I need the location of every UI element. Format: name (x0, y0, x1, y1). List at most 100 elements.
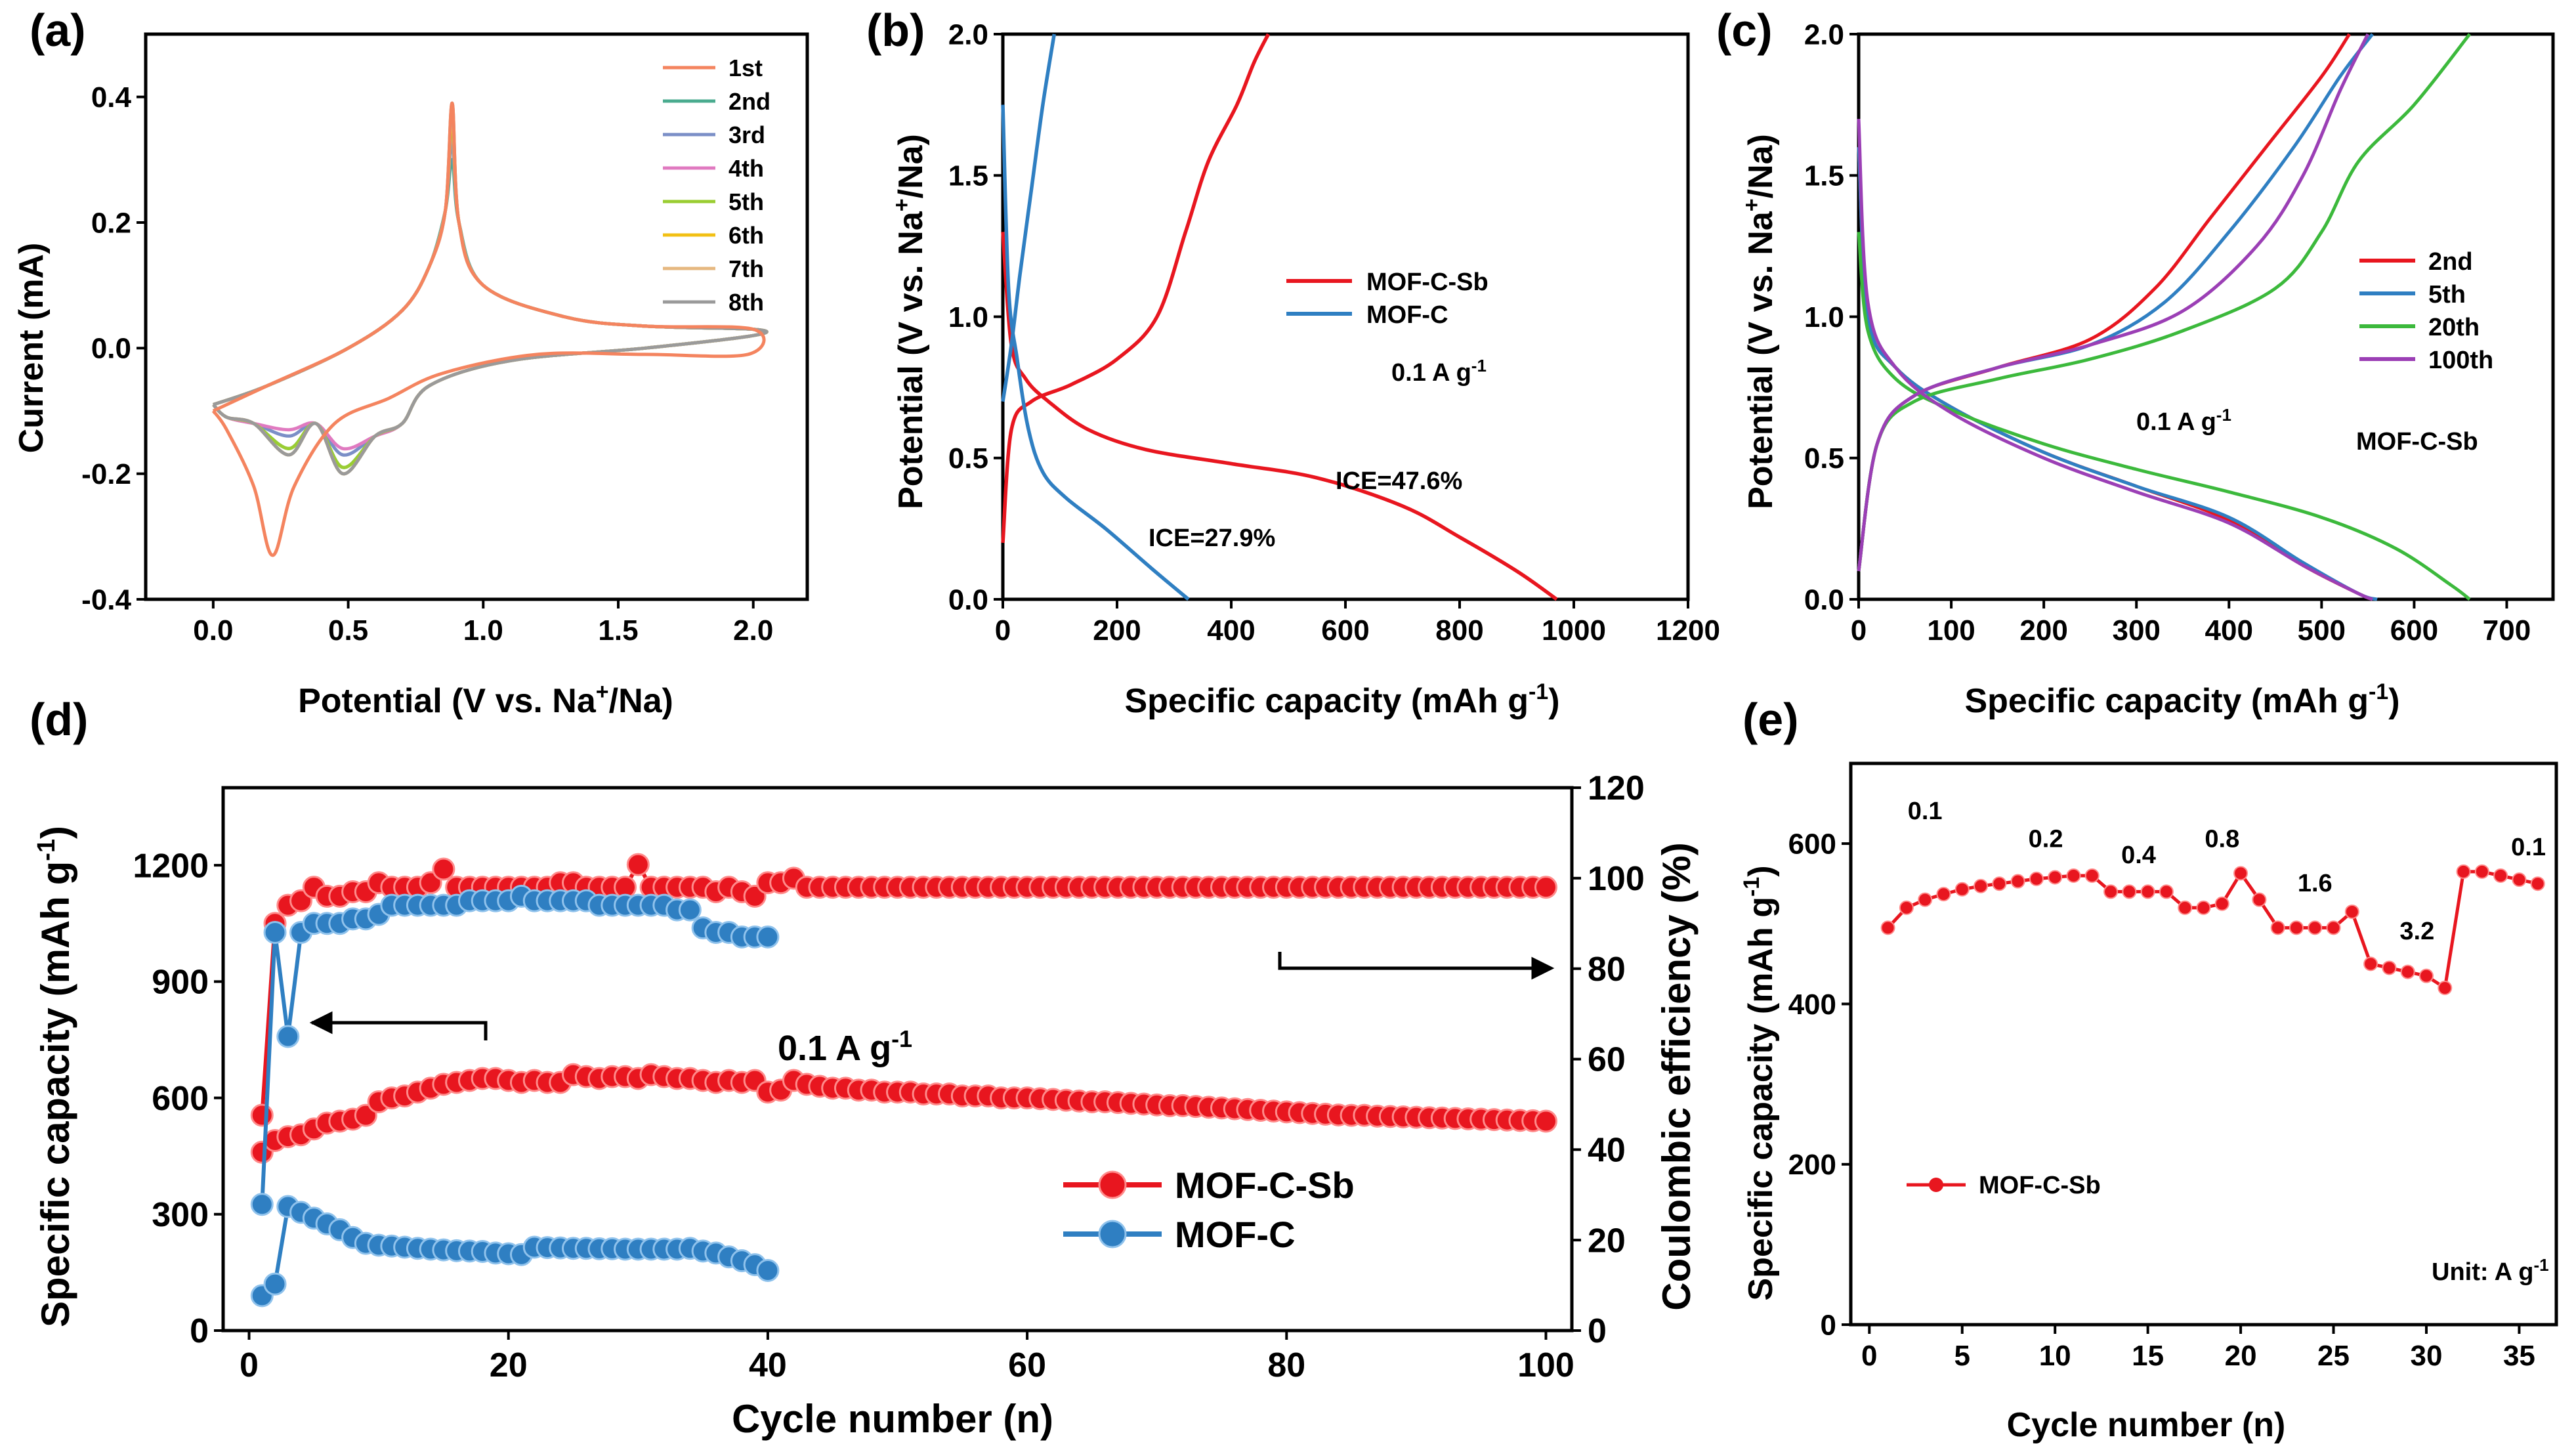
panel-a-y-tick-label: 0.2 (91, 207, 131, 239)
panel-d-y-tick-label: 0 (190, 1312, 209, 1350)
panel-e-MOF-C-Sb-point (2214, 896, 2229, 911)
panel-e-MOF-C-Sb-point (1974, 878, 1989, 893)
panel-d-legend-marker (1098, 1220, 1127, 1249)
panel-d-x-tick-label: 100 (1517, 1346, 1574, 1384)
panel-c-x-tick-label: 500 (2298, 614, 2346, 647)
panel-c-100th-discharge-curve (1857, 119, 2373, 601)
panel-e-MOF-C-Sb-point (2010, 874, 2025, 889)
panel-c-plot-area: 0 100 200 300 400 500 600 700 0.0 0.5 1.0 1.5 2.0 2nd… (1804, 18, 2555, 647)
panel-b-x-tick-label: 400 (1207, 614, 1255, 647)
panel-d-x-tick-label: 0 (240, 1346, 259, 1384)
panel-d-y2-axis-label: Coulombic efficiency (%) (1655, 842, 1699, 1310)
panel-b-rate-label: 0.1 A g-1 (1391, 356, 1487, 387)
panel-d-y-tick-label: 80 (1588, 950, 1626, 989)
panel-c-legend-label: 20th (2428, 314, 2480, 341)
panel-d-y-tick-label: 100 (1588, 860, 1645, 898)
panel-a-x-tick-label: 0.0 (193, 614, 233, 647)
panel-a-x-axis-label: Potential (V vs. Na+/Na) (298, 679, 673, 720)
panel-d-cycling-performance: (d) 0 20 40 60 80 100 0 300 600 900 1200 0 20 40 60 80 1… (30, 694, 1699, 1441)
panel-e-MOF-C-Sb-point (2438, 981, 2453, 995)
panel-b-x-tick-label: 800 (1435, 614, 1483, 647)
panel-d-MOF-C-Sb CE-point (250, 1103, 274, 1127)
panel-a-legend-label: 7th (728, 255, 764, 282)
panel-a-x-tick-label: 0.5 (328, 614, 368, 647)
panel-e-MOF-C-Sb-point (2066, 868, 2081, 883)
panel-c-5th-discharge-curve (1857, 147, 2378, 601)
panel-c-y-axis-label: Potential (V vs. Na+/Na) (1739, 134, 1780, 509)
panel-e-y-tick-label: 200 (1788, 1149, 1836, 1181)
panel-c-cycling-profiles: (c) 0 100 200 300 400 500 600 700 0.0 0.5 1.0 1.5 2.… (1716, 5, 2555, 720)
panel-e-MOF-C-Sb-point (2103, 884, 2119, 899)
panel-e-MOF-C-Sb-point (2196, 900, 2211, 915)
panel-c-y-tick-label: 0.0 (1804, 584, 1844, 616)
panel-e-MOF-C-Sb-point (2159, 884, 2174, 899)
panel-b-ice-mof-c-sb: ICE=47.6% (1336, 467, 1462, 495)
panel-c-x-tick-label: 300 (2112, 614, 2160, 647)
panel-d-arrow-right-head (1531, 956, 1555, 980)
panel-a-legend-label: 6th (728, 222, 764, 249)
panel-d-MOF-C CE-point (276, 1025, 300, 1048)
panel-d-y-tick-label: 300 (152, 1196, 209, 1234)
panel-c-x-tick-label: 200 (2019, 614, 2067, 647)
panel-b-y-tick-label: 1.0 (948, 301, 988, 333)
panel-e-MOF-C-Sb-point (2326, 920, 2341, 935)
panel-b-MOF-C-Sb-discharge-curve (1001, 232, 1558, 601)
panel-e-x-tick-label: 0 (1861, 1340, 1877, 1372)
panel-d-MOF-C-Sb CE-point (1534, 876, 1557, 899)
panel-c-y-tick-label: 1.5 (1804, 160, 1844, 192)
panel-b-MOF-C-discharge-curve (1001, 104, 1190, 601)
panel-c-label: (c) (1716, 5, 1773, 56)
panel-d-x-axis-label: Cycle number (n) (732, 1397, 1053, 1441)
panel-e-MOF-C-Sb-point (2344, 904, 2359, 919)
panel-e-x-tick-label: 25 (2317, 1340, 2350, 1372)
panel-d-y-tick-label: 20 (1588, 1222, 1626, 1260)
panel-c-y-tick-label: 1.0 (1804, 301, 1844, 333)
panel-e-plot-frame (1849, 761, 2558, 1327)
panel-c-2nd-charge-curve (1857, 33, 2351, 572)
panel-d-x-tick-label: 60 (1008, 1346, 1046, 1384)
panel-e-MOF-C-Sb-point (2233, 866, 2249, 881)
panel-e-x-tick-label: 35 (2503, 1340, 2535, 1372)
panel-b-legend-label: MOF-C-Sb (1366, 268, 1489, 296)
panel-b-y-axis-label: Potential (V vs. Na+/Na) (889, 134, 930, 509)
panel-c-2nd-discharge-curve (1857, 147, 2373, 601)
panel-e-MOF-C-Sb-point (1880, 920, 1895, 935)
panel-b-y-tick-label: 1.5 (948, 160, 988, 192)
panel-d-MOF-C CE-point (678, 898, 702, 922)
panel-c-x-tick-label: 0 (1851, 614, 1867, 647)
panel-d-arrow-left-axis (312, 1021, 488, 1040)
panel-e-MOF-C-Sb-point (2493, 868, 2508, 883)
panel-e-y-tick-label: 400 (1788, 989, 1836, 1021)
panel-a-x-tick-label: 2.0 (733, 614, 773, 647)
panel-e-MOF-C-Sb-point (2270, 920, 2285, 935)
panel-a-x-tick-label: 1.5 (598, 614, 638, 647)
panel-d-rate-label: 0.1 A g-1 (778, 1025, 912, 1068)
panel-a-y-tick-label: -0.2 (81, 458, 131, 490)
panel-a-cv-curve-1st (211, 101, 766, 557)
panel-a-cv-curve-5th (212, 120, 769, 469)
panel-a-x-tick-label: 1.0 (463, 614, 503, 647)
panel-a-y-tick-label: 0.0 (91, 333, 131, 365)
panel-d-legend-label: MOF-C (1175, 1214, 1296, 1255)
panel-e-x-tick-label: 15 (2132, 1340, 2164, 1372)
panel-b-x-tick-label: 0 (995, 614, 1011, 647)
panel-e-rate-annotation: 0.1 (2511, 834, 2546, 861)
panel-e-MOF-C-Sb-point (2122, 884, 2137, 899)
panel-c-20th-discharge-curve (1857, 232, 2471, 601)
panel-a-legend-label: 2nd (728, 88, 771, 115)
panel-e-rate-annotation: 0.4 (2121, 842, 2156, 869)
panel-d-legend-label: MOF-C-Sb (1175, 1164, 1355, 1206)
panel-e-rate-annotation: 0.1 (1908, 798, 1943, 825)
panel-c-x-tick-label: 600 (2390, 614, 2438, 647)
panel-a-label: (a) (30, 5, 86, 56)
panel-e-MOF-C-Sb-point (1936, 887, 1951, 902)
panel-b-MOF-C-Sb-charge-curve (1001, 33, 1270, 544)
panel-e-unit-label: Unit: A g-1 (2432, 1255, 2549, 1286)
panel-d-MOF-C CE-point (756, 925, 780, 949)
panel-b-x-tick-label: 200 (1093, 614, 1141, 647)
panel-e-x-tick-label: 20 (2225, 1340, 2257, 1372)
panel-b-x-tick-label: 1200 (1656, 614, 1720, 647)
panel-e-y-axis-label: Specific capacity (mAh g-1) (1739, 865, 1780, 1300)
panel-b-x-axis-label: Specific capacity (mAh g-1) (1124, 679, 1559, 720)
panel-e-MOF-C-Sb-point (2512, 872, 2527, 887)
